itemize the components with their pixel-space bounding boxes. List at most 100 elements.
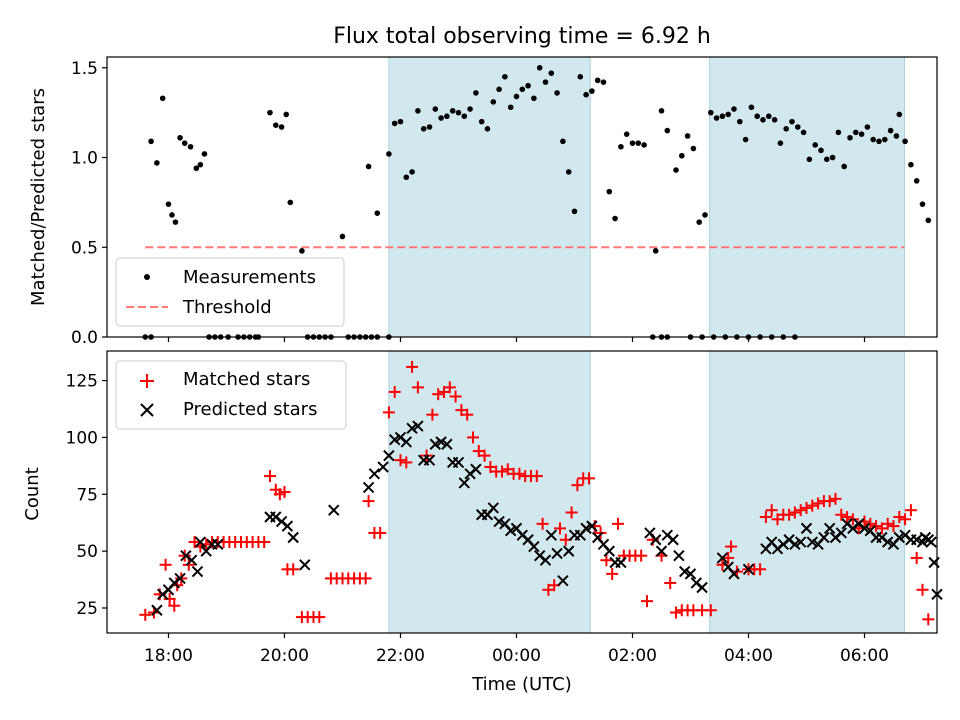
measurement-point <box>858 131 865 137</box>
measurement-point <box>678 152 685 159</box>
predicted-star-point <box>174 572 186 585</box>
matched-star-point <box>899 513 912 526</box>
matched-star-point <box>754 563 767 576</box>
matched-star-point <box>864 517 877 530</box>
matched-star-point <box>565 506 578 519</box>
matched-star-point <box>432 388 445 401</box>
matched-star-point <box>881 517 894 530</box>
bottom-legend: Matched stars Predicted stars <box>115 360 347 430</box>
matched-star-point <box>182 558 195 571</box>
predicted-star-point <box>539 554 552 566</box>
measurement-point <box>925 217 932 224</box>
measurement-point <box>565 169 572 175</box>
top-panel: Flux total observing time = 6.92 h 0.0 0.… <box>28 24 938 348</box>
measurement-point <box>794 124 801 130</box>
legend-threshold: Threshold <box>182 297 272 318</box>
measurement-point <box>789 118 795 125</box>
measurement-point <box>612 215 618 222</box>
predicted-star-point <box>835 527 848 539</box>
matched-star-point <box>449 390 462 403</box>
predicted-star-point <box>194 536 207 548</box>
matched-star-point <box>846 513 859 526</box>
measurement-point <box>731 106 737 112</box>
y-tick-label: 0.0 <box>71 328 98 348</box>
measurement-point <box>818 147 824 154</box>
predicted-star-point <box>151 604 163 616</box>
bottom-panel: 25 50 75 100 125 18:00 20:00 22:00 00:00 02:00 04… <box>22 350 943 695</box>
predicted-star-point <box>423 454 436 466</box>
matched-star-point <box>382 406 395 419</box>
measurement-point <box>397 118 404 125</box>
matched-star-point <box>426 408 439 421</box>
measurement-point <box>754 113 760 120</box>
matched-star-point <box>420 449 433 462</box>
matched-star-point <box>887 520 900 533</box>
matched-star-point <box>725 540 738 553</box>
predicted-star-point <box>528 540 540 553</box>
matched-star-point <box>530 470 543 483</box>
matched-star-point <box>640 595 653 608</box>
measurement-point <box>525 82 531 89</box>
measurement-point <box>177 134 183 141</box>
measurement-point <box>426 124 433 130</box>
predicted-star-point <box>728 568 740 580</box>
bottom-axes-frame <box>106 350 938 634</box>
measurement-point <box>473 90 479 96</box>
matched-star-point <box>806 499 819 512</box>
matched-star-point <box>893 511 906 524</box>
legend-matched: Matched stars <box>183 369 310 390</box>
matched-star-point <box>258 536 271 549</box>
measurement-point <box>438 115 444 121</box>
matched-star-point <box>313 611 326 624</box>
predicted-star-point <box>667 534 679 546</box>
matched-star-point <box>870 520 883 533</box>
predicted-star-point <box>696 581 708 594</box>
measurement-point <box>696 219 702 225</box>
matched-star-point <box>812 497 825 510</box>
predicted-star-point <box>185 554 198 566</box>
measurement-point <box>181 140 188 146</box>
measurement-point <box>172 219 179 225</box>
predicted-star-point <box>818 531 830 544</box>
measurement-point <box>415 108 421 114</box>
shaded-region <box>709 350 906 634</box>
measurement-point <box>571 208 578 215</box>
matched-star-point <box>664 576 677 589</box>
matched-star-point <box>394 454 407 467</box>
predicted-star-point <box>800 522 813 535</box>
measurement-point <box>461 113 468 120</box>
y-tick-label: 1.5 <box>71 59 98 79</box>
measurement-point <box>531 95 537 102</box>
x-tick-label: 20:00 <box>260 646 309 666</box>
matched-star-point <box>478 449 491 462</box>
predicted-star-point <box>673 549 685 562</box>
legend-measurements-marker <box>144 274 150 280</box>
predicted-star-point <box>400 436 412 448</box>
measurement-point <box>881 136 888 143</box>
predicted-star-point <box>586 520 598 532</box>
bottom-ylabel: Count <box>22 467 43 520</box>
measurement-point <box>864 124 871 130</box>
y-tick-label: 125 <box>66 372 98 392</box>
predicted-star-point <box>603 545 615 557</box>
measurement-point <box>902 138 908 145</box>
x-tick-label: 02:00 <box>608 646 657 666</box>
measurement-point <box>742 136 749 143</box>
measurement-point <box>852 129 859 136</box>
measurement-point <box>618 143 624 150</box>
measurement-point <box>283 111 290 118</box>
measurement-point <box>652 248 659 254</box>
measurement-point <box>713 115 720 121</box>
measurement-point <box>299 248 305 254</box>
matched-star-point <box>829 492 842 505</box>
matched-star-point <box>722 551 735 564</box>
matched-star-point <box>611 517 624 530</box>
measurement-point <box>606 188 613 195</box>
matched-star-point <box>765 504 778 517</box>
matched-star-point <box>916 583 929 596</box>
measurement-point <box>847 134 853 141</box>
predicted-star-point <box>287 531 299 544</box>
measurement-point <box>187 143 194 150</box>
y-tick-label: 0.5 <box>71 238 98 258</box>
measurement-point <box>193 165 200 172</box>
